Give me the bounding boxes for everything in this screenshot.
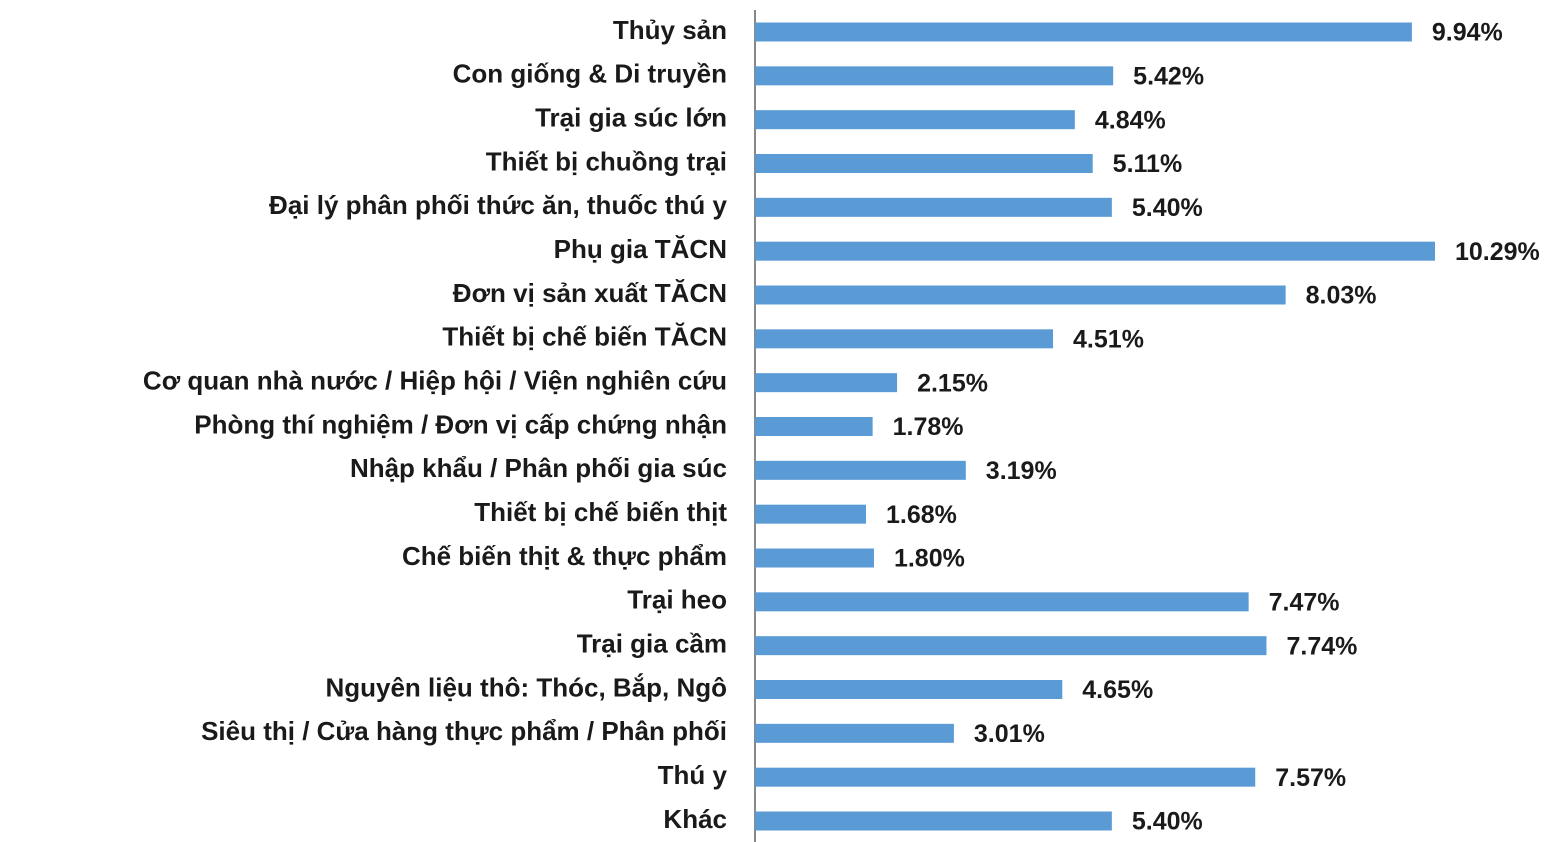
category-label: Siêu thị / Cửa hàng thực phẩm / Phân phố… xyxy=(201,716,727,746)
category-label: Con giống & Di truyền xyxy=(453,59,727,89)
category-label: Trại gia cầm xyxy=(577,629,727,659)
data-label: 5.11% xyxy=(1113,150,1183,178)
category-label: Thiết bị chế biến thịt xyxy=(474,497,727,527)
data-label: 2.15% xyxy=(917,369,988,397)
bar xyxy=(755,504,867,524)
data-label: 1.78% xyxy=(893,413,964,441)
bar xyxy=(755,110,1075,130)
category-label: Thiết bị chuồng trại xyxy=(486,146,727,176)
data-label: 7.57% xyxy=(1275,764,1346,792)
data-label: 8.03% xyxy=(1306,282,1377,310)
category-label: Đại lý phân phối thức ăn, thuốc thú y xyxy=(269,190,727,220)
bar xyxy=(755,373,898,393)
data-label: 3.19% xyxy=(986,457,1057,485)
bar xyxy=(755,680,1063,699)
category-label: Nhập khẩu / Phân phối gia súc xyxy=(350,453,727,483)
data-label: 4.65% xyxy=(1082,676,1153,704)
category-label: Thiết bị chế biến TĂCN xyxy=(442,322,727,352)
data-label: 5.40% xyxy=(1132,808,1203,836)
category-label: Trại heo xyxy=(627,585,727,615)
data-label: 4.84% xyxy=(1095,106,1166,134)
bar xyxy=(755,197,1112,217)
data-label: 10.29% xyxy=(1455,238,1540,266)
bar xyxy=(755,460,966,480)
data-label: 4.51% xyxy=(1073,325,1144,353)
data-label: 5.42% xyxy=(1133,62,1204,90)
bar xyxy=(755,811,1112,831)
bar xyxy=(755,723,954,743)
category-label: Nguyên liệu thô: Thóc, Bắp, Ngô xyxy=(325,672,727,702)
category-label: Thủy sản xyxy=(613,15,727,45)
bar xyxy=(755,767,1256,787)
category-label: Phòng thí nghiệm / Đơn vị cấp chứng nhận xyxy=(194,409,727,439)
bar xyxy=(755,154,1093,173)
data-label: 1.80% xyxy=(894,545,965,573)
bar xyxy=(755,66,1114,86)
bar xyxy=(755,548,874,568)
category-label: Trại gia súc lớn xyxy=(535,103,727,133)
bar xyxy=(755,241,1435,261)
bar xyxy=(755,636,1267,656)
bar xyxy=(755,592,1249,612)
bar xyxy=(755,285,1286,305)
data-label: 5.40% xyxy=(1132,194,1203,222)
bar xyxy=(755,22,1412,42)
category-label: Cơ quan nhà nước / Hiệp hội / Viện nghiê… xyxy=(143,366,727,396)
bar xyxy=(755,417,873,436)
category-label: Phụ gia TĂCN xyxy=(554,234,727,264)
category-label: Chế biến thịt & thực phẩm xyxy=(402,541,727,571)
data-label: 7.74% xyxy=(1286,632,1357,660)
data-label: 9.94% xyxy=(1432,19,1503,47)
data-label: 1.68% xyxy=(886,501,957,529)
data-label: 7.47% xyxy=(1269,588,1340,616)
category-label: Đơn vị sản xuất TĂCN xyxy=(453,278,727,308)
category-label: Khác xyxy=(663,804,727,834)
data-label: 3.01% xyxy=(974,720,1045,748)
category-label: Thú y xyxy=(658,760,728,790)
bar xyxy=(755,329,1054,349)
